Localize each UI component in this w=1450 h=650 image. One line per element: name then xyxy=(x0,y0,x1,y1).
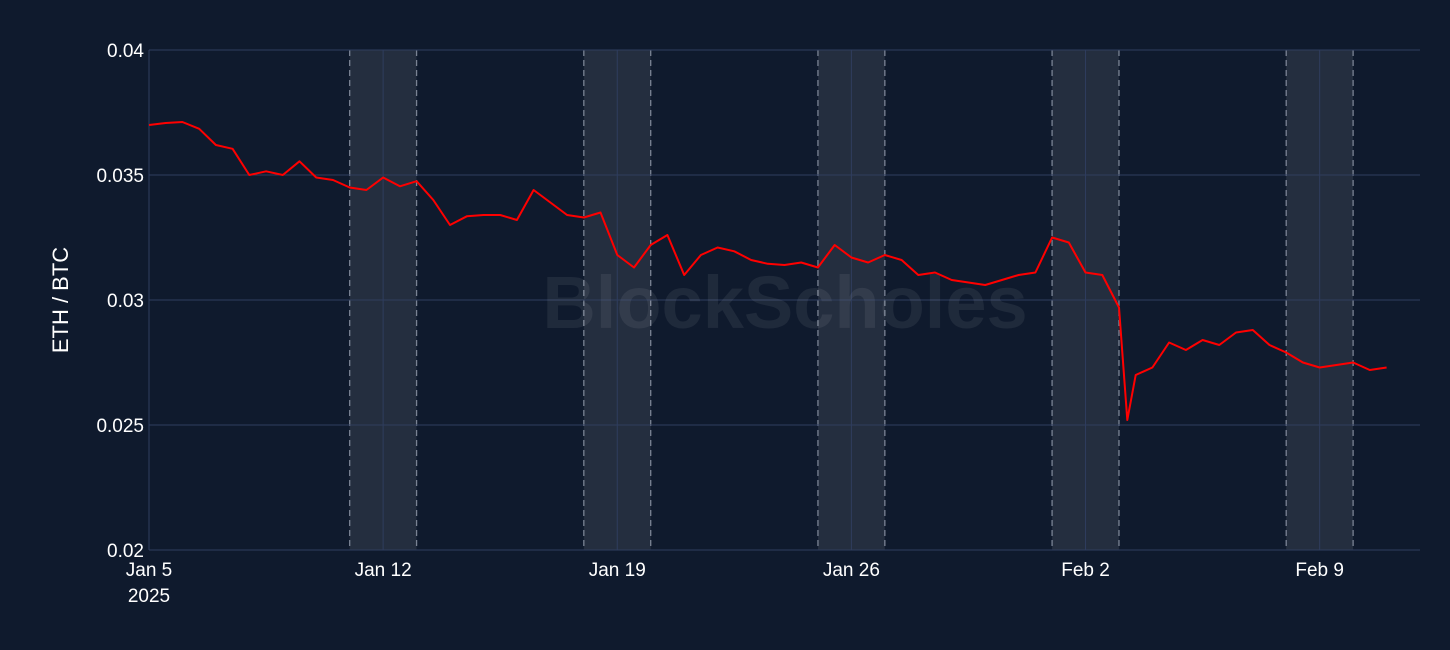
x-tick-label: Jan 19 xyxy=(589,560,646,581)
y-axis-label: ETH / BTC xyxy=(48,247,73,353)
y-axis-ticks: 0.02 0.025 0.03 0.035 0.04 xyxy=(96,41,144,562)
series-group xyxy=(148,121,1387,421)
x-tick-sublabel: 2025 xyxy=(128,586,170,607)
x-axis-ticks: Jan 5 2025 Jan 12 Jan 19 Jan 26 Feb 2 Feb 9 xyxy=(126,560,1344,607)
x-tick-label: Feb 2 xyxy=(1061,560,1110,581)
x-tick-label: Jan 26 xyxy=(823,560,880,581)
x-tick-label: Jan 12 xyxy=(355,560,412,581)
y-tick-label: 0.035 xyxy=(96,166,144,187)
y-tick-label: 0.02 xyxy=(107,541,144,562)
series-line-0 xyxy=(148,121,1387,421)
y-tick-label: 0.04 xyxy=(107,41,144,62)
y-tick-label: 0.03 xyxy=(107,291,144,312)
x-tick-label: Jan 5 xyxy=(126,560,172,581)
x-tick-label: Feb 9 xyxy=(1295,560,1344,581)
grid-lines xyxy=(148,49,1420,551)
y-tick-label: 0.025 xyxy=(96,416,144,437)
watermark: BlockScholes xyxy=(542,261,1027,344)
